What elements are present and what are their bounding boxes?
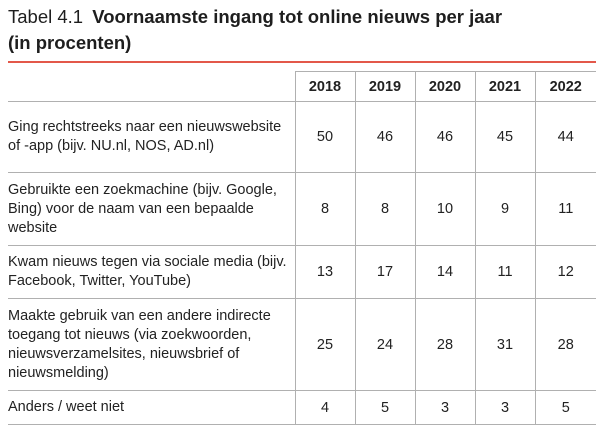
row-label: Kwam nieuws tegen via sociale media (bij… (8, 245, 296, 299)
percentage-cell: 46 (414, 101, 476, 173)
percentage-cell: 5 (354, 390, 416, 425)
table-row: Anders / weet niet 4 5 3 3 5 (8, 390, 596, 425)
year-header: 2019 (354, 71, 416, 102)
percentage-cell: 12 (534, 245, 596, 299)
percentage-cell: 14 (414, 245, 476, 299)
percentage-cell: 24 (354, 298, 416, 391)
percentage-cell: 3 (414, 390, 476, 425)
row-label: Anders / weet niet (8, 390, 296, 425)
header-row: 2018 2019 2020 2021 2022 (8, 71, 596, 102)
row-label: Gebruikte een zoekmachine (bijv. Google,… (8, 172, 296, 246)
percentage-cell: 4 (294, 390, 356, 425)
row-label: Ging rechtstreeks naar een nieuwswebsite… (8, 101, 296, 173)
year-header: 2018 (294, 71, 356, 102)
percentage-cell: 45 (474, 101, 536, 173)
percentage-cell: 10 (414, 172, 476, 246)
percentage-cell: 50 (294, 101, 356, 173)
percentage-cell: 44 (534, 101, 596, 173)
table-row: Gebruikte een zoekmachine (bijv. Google,… (8, 172, 596, 246)
year-header: 2022 (534, 71, 596, 102)
table-number: Tabel 4.1 (8, 6, 84, 27)
percentage-cell: 28 (534, 298, 596, 391)
percentage-cell: 31 (474, 298, 536, 391)
percentage-cell: 13 (294, 245, 356, 299)
percentage-cell: 9 (474, 172, 536, 246)
table-row: Maakte gebruik van een andere indirecte … (8, 298, 596, 391)
percentage-cell: 28 (414, 298, 476, 391)
percentage-cell: 17 (354, 245, 416, 299)
year-header: 2021 (474, 71, 536, 102)
table-title-line-2: (in procenten) (8, 32, 132, 53)
row-label: Maakte gebruik van een andere indirecte … (8, 298, 296, 391)
percentage-cell: 8 (294, 172, 356, 246)
percentage-cell: 5 (534, 390, 596, 425)
percentage-cell: 11 (474, 245, 536, 299)
percentage-cell: 25 (294, 298, 356, 391)
table-title-line-1: Voornaamste ingang tot online nieuws per… (92, 6, 503, 27)
percentage-cell: 8 (354, 172, 416, 246)
table-caption: Tabel 4.1 Voornaamste ingang tot online … (8, 4, 598, 56)
percentage-cell: 46 (354, 101, 416, 173)
title-divider (8, 61, 596, 63)
table-row: Ging rechtstreeks naar een nieuwswebsite… (8, 101, 596, 173)
news-access-table: 2018 2019 2020 2021 2022 Ging rechtstree… (8, 71, 596, 425)
percentage-cell: 11 (534, 172, 596, 246)
table-row: Kwam nieuws tegen via sociale media (bij… (8, 245, 596, 299)
header-blank-cell (8, 71, 296, 102)
percentage-cell: 3 (474, 390, 536, 425)
year-header: 2020 (414, 71, 476, 102)
